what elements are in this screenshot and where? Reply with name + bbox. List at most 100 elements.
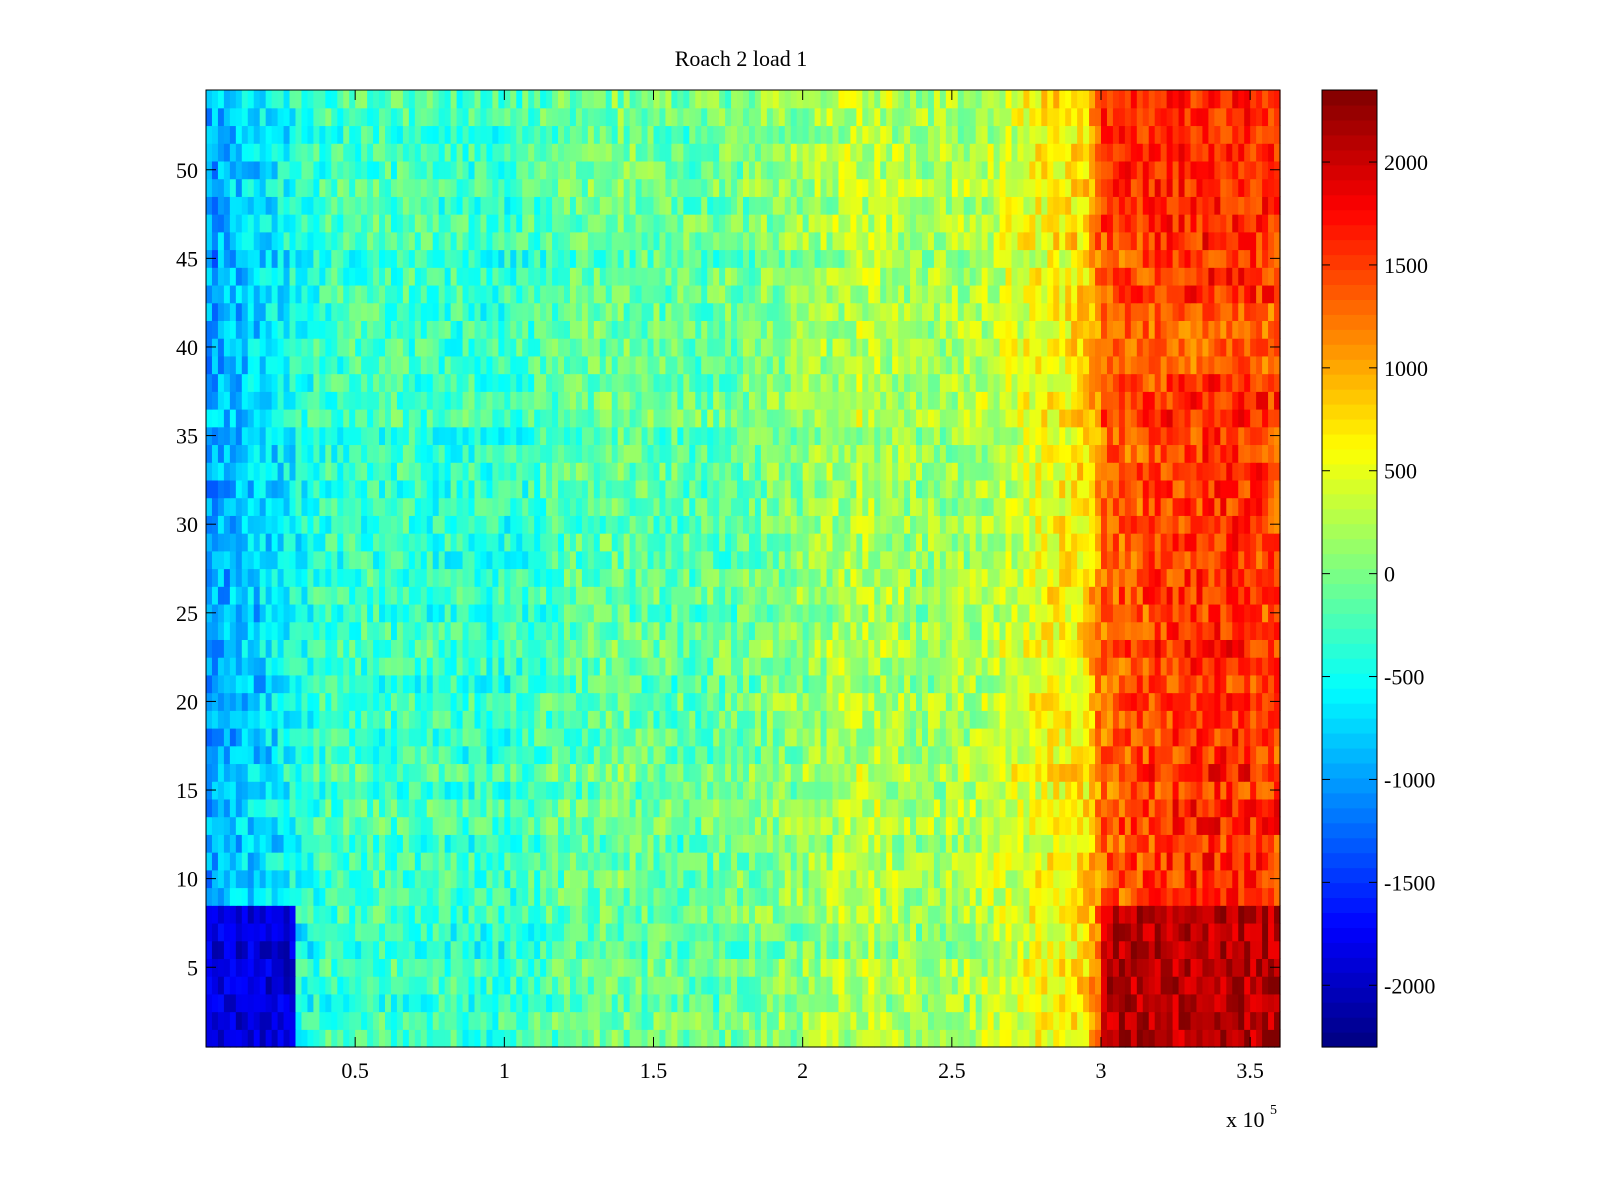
heatmap-cell xyxy=(653,1029,661,1048)
heatmap-cell xyxy=(760,692,768,711)
heatmap-cell xyxy=(546,568,553,587)
heatmap-cell xyxy=(1017,905,1025,924)
heatmap-cell xyxy=(1226,639,1233,658)
heatmap-cell xyxy=(1142,674,1150,694)
heatmap-cell xyxy=(462,781,470,800)
heatmap-cell xyxy=(1029,958,1036,977)
heatmap-cell xyxy=(975,905,983,924)
heatmap-cell xyxy=(1136,603,1144,623)
heatmap-cell xyxy=(277,798,285,818)
heatmap-cell xyxy=(1053,834,1060,853)
heatmap-cell xyxy=(241,745,249,765)
heatmap-cell xyxy=(1047,993,1054,1013)
heatmap-cell xyxy=(719,692,726,711)
heatmap-cell xyxy=(343,728,350,747)
heatmap-cell xyxy=(1178,834,1186,853)
heatmap-cell xyxy=(1256,905,1263,924)
heatmap-cell xyxy=(1005,798,1013,818)
heatmap-cell xyxy=(599,745,607,765)
heatmap-cell xyxy=(886,993,893,1013)
heatmap-cell xyxy=(355,781,362,800)
heatmap-cell xyxy=(265,621,273,640)
heatmap-cell xyxy=(772,639,780,658)
heatmap-cell xyxy=(468,603,476,623)
heatmap-cell xyxy=(510,568,517,587)
heatmap-cell xyxy=(814,922,822,942)
heatmap-cell xyxy=(796,763,804,782)
heatmap-cell xyxy=(426,940,434,959)
heatmap-cell xyxy=(1047,710,1054,729)
heatmap-cell xyxy=(385,763,392,782)
heatmap-cell xyxy=(1089,798,1096,818)
heatmap-cell xyxy=(880,922,887,942)
heatmap-cell xyxy=(659,639,667,658)
heatmap-cell xyxy=(695,639,702,658)
heatmap-cell xyxy=(367,887,374,906)
heatmap-cell xyxy=(838,745,846,765)
heatmap-cell xyxy=(832,834,840,853)
heatmap-cell xyxy=(420,940,428,959)
heatmap-cell xyxy=(933,993,941,1013)
heatmap-cell xyxy=(1089,993,1096,1013)
heatmap-cell xyxy=(880,976,887,995)
heatmap-cell xyxy=(223,1029,231,1048)
heatmap-cell xyxy=(987,657,995,676)
heatmap-cell xyxy=(1059,816,1066,835)
heatmap-cell xyxy=(492,816,499,835)
heatmap-cell xyxy=(933,692,941,711)
heatmap-cell xyxy=(468,834,476,853)
heatmap-cell xyxy=(564,568,571,587)
heatmap-cell xyxy=(1089,603,1096,623)
heatmap-cell xyxy=(1238,586,1245,605)
heatmap-cell xyxy=(575,639,583,658)
heatmap-cell xyxy=(1220,905,1227,924)
heatmap-cell xyxy=(725,568,732,587)
heatmap-cell xyxy=(593,710,601,729)
heatmap-cell xyxy=(910,692,917,711)
heatmap-cell xyxy=(910,993,917,1013)
heatmap-cell xyxy=(874,958,881,977)
heatmap-cell xyxy=(343,550,350,570)
heatmap-cell xyxy=(802,922,810,942)
heatmap-cell xyxy=(910,745,917,765)
heatmap-cell xyxy=(916,887,923,906)
heatmap-cell xyxy=(1172,816,1180,835)
heatmap-cell xyxy=(814,834,822,853)
heatmap-cell xyxy=(635,852,643,871)
heatmap-cell xyxy=(402,958,410,977)
heatmap-cell xyxy=(844,568,851,587)
heatmap-cell xyxy=(1160,922,1168,942)
heatmap-cell xyxy=(438,887,446,906)
heatmap-cell xyxy=(1053,674,1060,694)
heatmap-cell xyxy=(856,1011,863,1030)
heatmap-cell xyxy=(241,710,249,729)
heatmap-cell xyxy=(438,993,446,1013)
heatmap-cell xyxy=(963,674,971,694)
heatmap-cell xyxy=(987,905,995,924)
heatmap-cell xyxy=(910,781,917,800)
heatmap-cell xyxy=(552,1029,559,1048)
heatmap-cell xyxy=(1244,710,1251,729)
heatmap-cell xyxy=(259,834,267,853)
heatmap-cell xyxy=(886,905,893,924)
heatmap-cell xyxy=(522,763,529,782)
heatmap-cell xyxy=(748,692,756,711)
heatmap-cell xyxy=(575,816,583,835)
heatmap-cell xyxy=(331,905,338,924)
heatmap-cell xyxy=(659,745,667,765)
heatmap-cell xyxy=(641,993,649,1013)
heatmap-cell xyxy=(665,639,672,658)
heatmap-cell xyxy=(1136,728,1144,747)
heatmap-cell xyxy=(259,621,267,640)
heatmap-cell xyxy=(1190,940,1198,959)
heatmap-cell xyxy=(659,781,667,800)
heatmap-cell xyxy=(534,621,541,640)
heatmap-cell xyxy=(1035,816,1042,835)
heatmap-cell xyxy=(790,674,798,694)
heatmap-cell xyxy=(587,940,595,959)
heatmap-cell xyxy=(1011,763,1019,782)
heatmap-cell xyxy=(701,657,708,676)
heatmap-cell xyxy=(904,905,911,924)
heatmap-cell xyxy=(808,816,816,835)
heatmap-cell xyxy=(975,1029,983,1048)
